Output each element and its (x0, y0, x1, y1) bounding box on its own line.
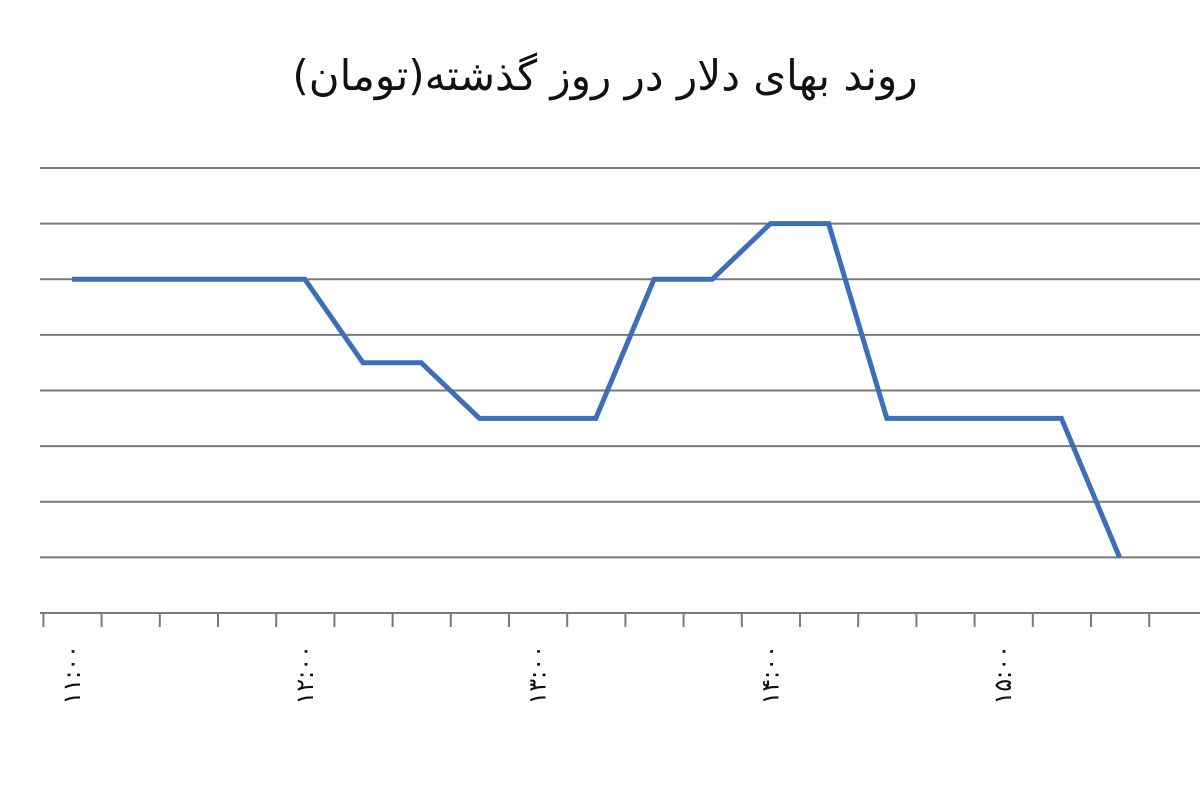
series-line (72, 221, 1122, 559)
x-tick-label: ۱۱:۰۰ (58, 645, 86, 705)
x-tick-label: ۱۴:۰۰ (756, 645, 784, 705)
chart-title: روند بهای دلار در روز گذشته(تومان) (292, 51, 917, 101)
x-tick-label: ۱۳:۰۰ (524, 645, 552, 705)
x-tick-label: ۱۵:۰۰ (989, 645, 1017, 705)
x-tick-label: ۱۲:۰۰ (291, 645, 319, 705)
x-axis-tick-labels: ۱۱:۰۰ ۱۲:۰۰ ۱۳:۰۰ ۱۴:۰۰ ۱۵:۰۰ (58, 645, 1017, 705)
series-group (72, 221, 1122, 559)
x-axis-ticks (42, 613, 1151, 627)
